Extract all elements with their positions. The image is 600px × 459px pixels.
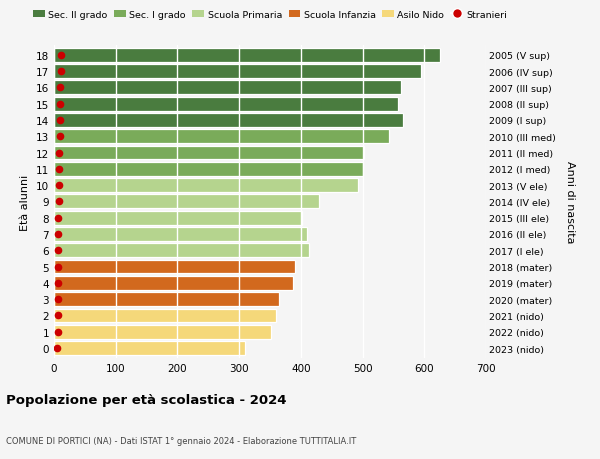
Bar	[54, 81, 401, 95]
Bar	[54, 276, 293, 290]
Bar	[54, 341, 245, 355]
Bar	[54, 162, 362, 176]
Bar	[54, 114, 403, 128]
Bar	[54, 309, 276, 323]
Bar	[54, 244, 309, 257]
Bar	[54, 260, 295, 274]
Bar	[54, 179, 358, 193]
Bar	[54, 49, 440, 62]
Bar	[54, 97, 398, 112]
Text: COMUNE DI PORTICI (NA) - Dati ISTAT 1° gennaio 2024 - Elaborazione TUTTITALIA.IT: COMUNE DI PORTICI (NA) - Dati ISTAT 1° g…	[6, 436, 356, 445]
Bar	[54, 211, 302, 225]
Y-axis label: Età alunni: Età alunni	[20, 174, 31, 230]
Bar	[54, 228, 307, 241]
Text: Popolazione per età scolastica - 2024: Popolazione per età scolastica - 2024	[6, 393, 287, 406]
Bar	[54, 130, 389, 144]
Y-axis label: Anni di nascita: Anni di nascita	[565, 161, 575, 243]
Bar	[54, 65, 421, 79]
Legend: Sec. II grado, Sec. I grado, Scuola Primaria, Scuola Infanzia, Asilo Nido, Stran: Sec. II grado, Sec. I grado, Scuola Prim…	[29, 7, 511, 23]
Bar	[54, 325, 271, 339]
Bar	[54, 146, 364, 160]
Bar	[54, 292, 279, 307]
Bar	[54, 195, 319, 209]
